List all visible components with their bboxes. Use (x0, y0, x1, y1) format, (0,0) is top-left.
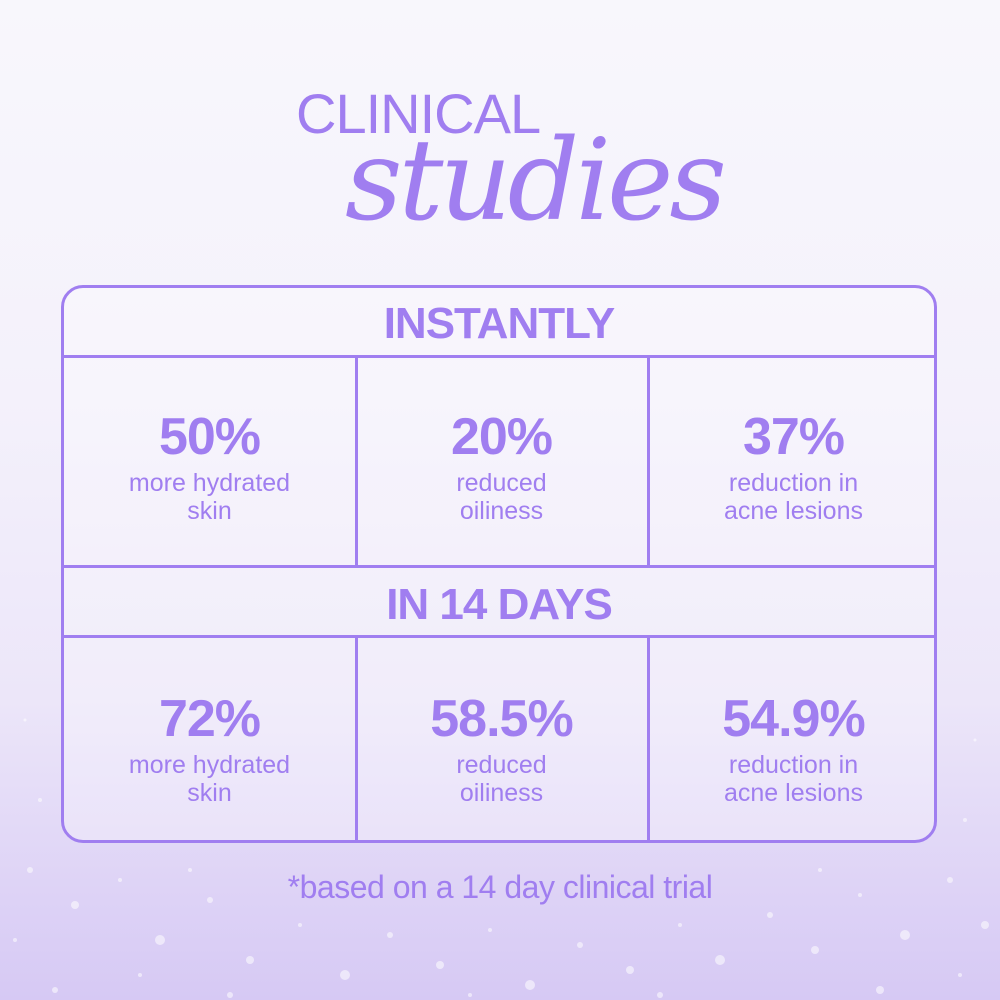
clinical-results-panel: INSTANTLY 50% more hydrated skin 20% red… (61, 285, 937, 843)
stat-cell: 72% more hydrated skin (64, 693, 355, 807)
stat-cell: 54.9% reduction in acne lesions (648, 690, 934, 807)
stat-value: 20% (450, 408, 553, 466)
stat-description: reduced oiliness (456, 751, 547, 807)
section-heading-14-days: IN 14 DAYS (386, 580, 613, 629)
stat-cell: 37% reduction in acne lesions (648, 408, 934, 525)
divider (64, 355, 934, 358)
stat-description: more hydrated skin (128, 751, 291, 807)
divider (64, 565, 934, 568)
column-divider (647, 355, 650, 567)
footnote: *based on a 14 day clinical trial (287, 869, 713, 905)
stat-value: 72% (158, 690, 261, 748)
title-studies: studies (345, 116, 727, 246)
stat-description: reduction in acne lesions (724, 469, 863, 525)
stat-value: 58.5% (430, 690, 573, 748)
stat-description: more hydrated skin (128, 469, 291, 525)
column-divider (355, 635, 358, 840)
stat-value: 50% (158, 408, 261, 466)
stat-description: reduction in acne lesions (724, 751, 863, 807)
stat-description: reduced oiliness (456, 469, 547, 525)
stat-value: 54.9% (722, 690, 865, 748)
column-divider (647, 635, 650, 840)
column-divider (355, 355, 358, 567)
stat-cell: 20% reduced oiliness (356, 411, 647, 525)
title-clinical: CLINICAL (296, 82, 541, 145)
stat-cell: 50% more hydrated skin (64, 411, 355, 525)
stat-cell: 58.5% reduced oiliness (356, 693, 647, 807)
stat-value: 37% (742, 408, 845, 466)
section-heading-instantly: INSTANTLY (383, 299, 616, 348)
divider (64, 635, 934, 638)
